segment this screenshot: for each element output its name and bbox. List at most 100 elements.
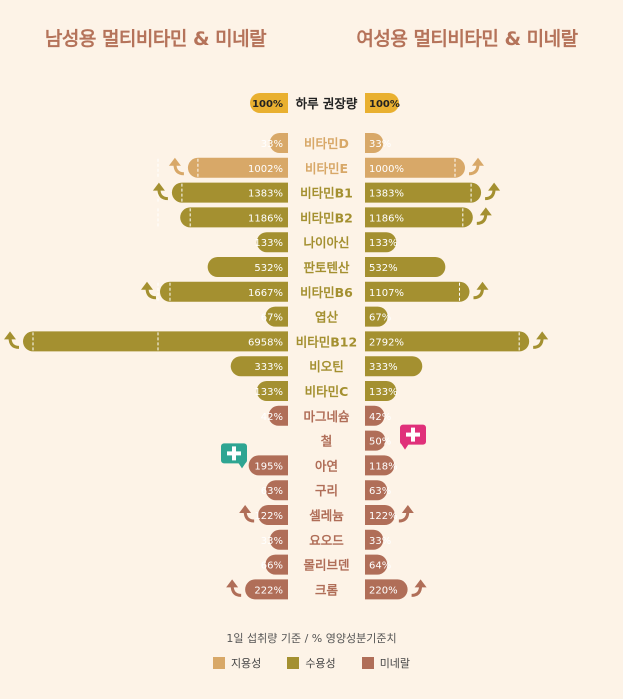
value-label-women: 67%: [369, 313, 391, 324]
bar-men: [256, 232, 288, 253]
category-label: 구리: [315, 483, 338, 498]
bar-women: [365, 430, 386, 451]
header-value-right: 100%: [369, 99, 400, 110]
value-label-women: 122%: [369, 511, 398, 522]
category-label: 판토텐산: [303, 260, 350, 275]
value-label-men: 42%: [261, 412, 283, 423]
value-label-men: 222%: [254, 585, 283, 596]
value-label-women: 33%: [369, 536, 391, 547]
header-label: 하루 권장량: [296, 96, 358, 111]
arrow-women: [484, 182, 501, 201]
bar-women: [365, 207, 473, 228]
legend-label-mineral: 미네랄: [379, 657, 411, 670]
header-value-left: 100%: [252, 99, 283, 110]
legend-item-mineral: 미네랄: [361, 655, 411, 671]
header-bar-left: [250, 93, 288, 113]
bar-men: [187, 157, 288, 178]
bar-women: [365, 579, 408, 600]
legend-label-fat-soluble: 지용성: [230, 657, 262, 670]
category-label: 요오드: [309, 533, 344, 548]
bar-women: [365, 157, 465, 178]
value-label-men: 67%: [261, 313, 283, 324]
legend-swatch-mineral: [361, 657, 374, 669]
category-label: 비타민B1: [300, 186, 353, 201]
bar-men: [269, 133, 288, 153]
arrow-men: [152, 182, 169, 201]
value-label-men: 333%: [254, 362, 283, 373]
bar-men: [265, 306, 288, 327]
value-label-women: 532%: [369, 263, 398, 274]
arrow-women: [533, 331, 549, 349]
bar-men: [248, 455, 288, 476]
legend: 지용성 수용성 미네랄: [0, 655, 623, 671]
category-label: 비타민D: [304, 136, 349, 151]
bar-women: [365, 529, 384, 550]
value-label-women: 42%: [369, 412, 391, 423]
bar-women: [365, 356, 423, 377]
value-label-men: 6958%: [248, 337, 283, 348]
footnote: 1일 섭취량 기준 / % 영양성분기준치: [226, 632, 397, 645]
value-label-men: 122%: [254, 511, 283, 522]
bar-women: [365, 480, 388, 501]
legend-swatch-water-soluble: [287, 657, 300, 669]
arrow-women: [473, 281, 489, 300]
category-label: 비타민B12: [296, 334, 357, 349]
bar-men: [207, 257, 288, 277]
category-label: 엽산: [315, 310, 339, 325]
arrow-women: [411, 579, 427, 597]
arrow-men: [140, 281, 157, 300]
bar-men: [265, 554, 288, 575]
bar-women: [365, 257, 446, 277]
value-label-men: 1383%: [248, 189, 283, 200]
plus-badge-women: [400, 424, 426, 450]
legend-item-water-soluble: 수용성: [287, 655, 336, 671]
bar-women: [365, 306, 388, 327]
value-label-women: 1383%: [369, 189, 404, 200]
value-label-men: 63%: [261, 486, 283, 497]
category-label: 아연: [315, 458, 338, 473]
value-label-women: 50%: [369, 437, 391, 448]
value-label-men: 1002%: [248, 164, 283, 175]
mens-title: 남성용 멀티비타민 & 미네랄: [44, 28, 267, 50]
value-label-men: 66%: [261, 561, 283, 572]
value-label-women: 64%: [369, 561, 391, 572]
category-label: 비타민E: [305, 161, 348, 176]
value-label-men: 33%: [261, 536, 283, 547]
bar-men: [180, 207, 288, 228]
category-label: 마그네슘: [303, 409, 350, 424]
value-label-women: 133%: [369, 387, 398, 398]
arrow-women: [476, 207, 492, 225]
bar-women: [365, 281, 470, 302]
bar-men: [269, 529, 288, 550]
category-label: 몰리브덴: [303, 558, 349, 573]
bar-men: [256, 381, 288, 401]
value-label-women: 1186%: [369, 213, 404, 224]
bar-men: [23, 331, 288, 352]
bar-women: [365, 182, 482, 203]
bar-men: [258, 505, 288, 525]
value-label-women: 63%: [369, 486, 391, 497]
bar-women: [365, 331, 530, 352]
legend-item-fat-soluble: 지용성: [212, 655, 262, 671]
value-label-women: 333%: [369, 362, 398, 373]
arrow-men: [168, 157, 185, 176]
category-label: 비타민C: [305, 384, 349, 399]
category-label: 크롬: [315, 582, 339, 597]
value-label-women: 1000%: [369, 164, 404, 175]
category-label: 비오틴: [309, 359, 344, 374]
category-label: 나이아신: [303, 235, 349, 250]
category-label: 비타민B2: [300, 210, 353, 225]
value-label-men: 532%: [254, 263, 283, 274]
legend-label-water-soluble: 수용성: [305, 657, 336, 670]
value-label-men: 195%: [254, 461, 283, 472]
arrow-women: [468, 157, 484, 176]
bar-women: [365, 505, 395, 525]
value-label-women: 2792%: [369, 337, 404, 348]
bar-men: [245, 579, 288, 600]
bar-men: [171, 182, 288, 203]
bar-men: [230, 356, 288, 377]
category-label: 셀레늄: [309, 508, 344, 523]
bar-men: [265, 480, 288, 501]
arrow-women: [398, 505, 414, 523]
